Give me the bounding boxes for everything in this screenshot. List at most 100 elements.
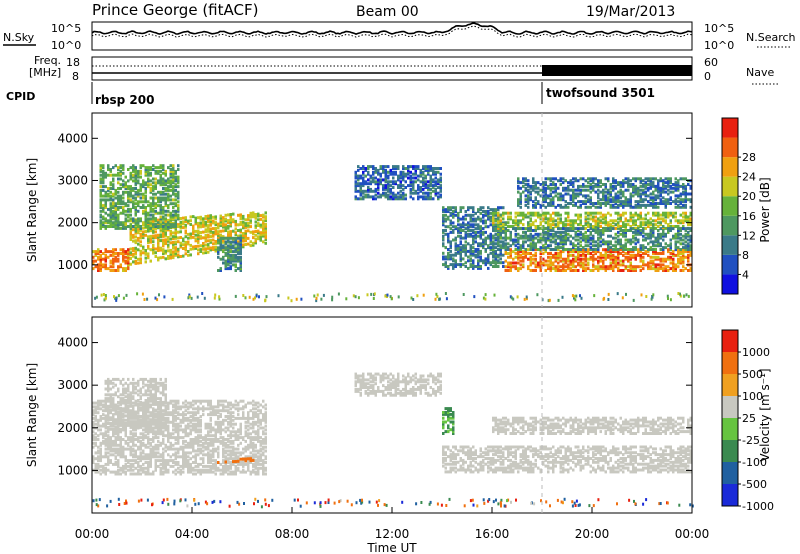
power-cell [259, 225, 262, 229]
power-cell [619, 240, 622, 244]
power-ytick-label: 1000 [57, 258, 88, 272]
power-cell [527, 221, 530, 225]
power-cell [354, 174, 357, 178]
velocity-cell [117, 451, 120, 455]
velocity-cell [112, 453, 115, 457]
power-cell [662, 232, 665, 236]
power-cell [687, 259, 690, 263]
power-cell [547, 186, 550, 190]
power-cell [597, 265, 600, 269]
power-colorbar-tick-label: 16 [742, 210, 756, 223]
power-cell [492, 211, 495, 215]
power-cell [434, 182, 437, 186]
power-cell [399, 186, 402, 189]
nsky-label: N.Sky [3, 31, 35, 44]
power-cell [227, 224, 230, 228]
power-cell [674, 211, 677, 215]
power-cell [234, 259, 237, 263]
power-cell [457, 246, 460, 250]
power-cell [132, 254, 135, 258]
power-cell [429, 191, 432, 195]
power-cell [188, 293, 191, 297]
power-cell [259, 223, 262, 227]
power-cell [579, 190, 582, 194]
power-cell [544, 188, 547, 192]
power-cell [201, 292, 204, 295]
power-cell [127, 257, 130, 261]
power-cell [499, 248, 502, 251]
cpid-segment-2: twofsound 3501 [546, 86, 655, 100]
power-cell [162, 209, 165, 213]
power-cell [434, 176, 437, 180]
power-cell [242, 214, 245, 218]
power-cell [107, 192, 110, 196]
power-cell [549, 265, 552, 269]
power-cell [597, 188, 600, 192]
power-cell [154, 171, 157, 175]
power-cell [667, 200, 670, 204]
power-cell [114, 209, 117, 213]
power-cell [657, 255, 660, 259]
power-cell [222, 261, 225, 265]
power-cell [139, 240, 142, 244]
power-cell [149, 213, 152, 217]
power-cell [479, 242, 482, 246]
power-cell [372, 197, 375, 201]
power-cell [572, 184, 575, 188]
power-cell [477, 253, 480, 257]
power-cell [552, 217, 555, 221]
power-cell [419, 189, 422, 193]
power-cell [572, 236, 575, 240]
power-cell [139, 175, 142, 179]
power-cell [129, 177, 132, 181]
power-cell [539, 240, 542, 244]
power-cell [102, 209, 105, 213]
power-cell [164, 257, 167, 261]
power-cell [559, 269, 562, 272]
power-cell [227, 213, 230, 217]
power-cell [459, 248, 462, 251]
power-cell [477, 210, 480, 213]
power-cell [599, 236, 602, 240]
power-cell [517, 181, 520, 185]
power-cell [177, 249, 180, 253]
power-cell [164, 192, 167, 196]
power-cell [217, 246, 220, 250]
power-cell [197, 239, 200, 242]
power-cell [144, 211, 147, 215]
velocity-cell [94, 451, 97, 455]
power-cell [354, 176, 357, 180]
power-cell [602, 238, 605, 242]
power-cell [657, 263, 660, 267]
power-cell [582, 177, 585, 181]
power-cell [162, 181, 165, 185]
power-cell [482, 210, 485, 213]
power-cell [599, 225, 602, 228]
power-cell [197, 248, 200, 252]
power-cell [462, 229, 465, 232]
power-cell [402, 197, 405, 201]
power-cell [549, 192, 552, 196]
power-cell [539, 215, 542, 219]
power-cell [667, 223, 670, 227]
power-cell [477, 261, 480, 265]
power-cell [634, 203, 637, 207]
power-cell [357, 176, 360, 180]
power-cell [624, 196, 627, 200]
power-cell [97, 263, 100, 267]
power-cell [449, 211, 452, 215]
power-cell [174, 242, 177, 246]
power-cell [232, 257, 235, 261]
power-cell [547, 223, 550, 227]
power-cell [642, 217, 645, 221]
power-cell [572, 198, 575, 202]
power-cell [659, 221, 662, 225]
power-cell [222, 229, 225, 233]
velocity-cell [94, 411, 97, 415]
power-cell [234, 294, 237, 298]
power-cell [224, 213, 227, 217]
power-cell [364, 182, 367, 186]
power-cell [549, 223, 552, 227]
power-cell [517, 225, 520, 228]
power-cell [167, 225, 170, 228]
